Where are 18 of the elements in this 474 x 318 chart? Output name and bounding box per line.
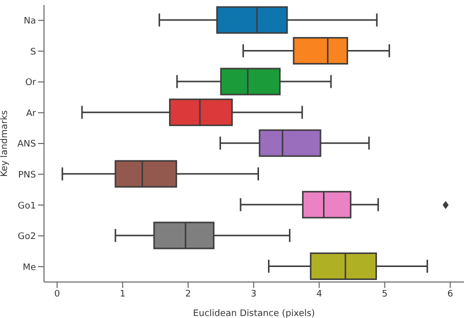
x-tick-label: 0 [54,289,60,300]
y-tick-label: PNS [18,170,36,180]
x-tick-label: 2 [185,289,192,300]
x-tick-label: 6 [447,289,454,300]
y-tick-label: Ar [26,108,36,119]
y-tick-label: S [30,47,36,58]
y-tick-label: Or [25,78,36,88]
y-tick-label: Go2 [18,232,36,242]
y-tick-label: Go1 [18,201,36,212]
y-tick-label: Me [22,262,36,273]
y-tick-label: Na [24,16,36,27]
y-axis-title: Key landmarks [0,110,10,177]
x-tick-label: 5 [382,289,388,300]
y-tick-label: ANS [17,140,36,150]
x-tick-label: 3 [250,289,257,300]
x-tick-label: 1 [120,289,126,300]
x-axis-title: Euclidean Distance (pixels) [193,309,315,318]
x-tick-label: 4 [316,289,322,300]
